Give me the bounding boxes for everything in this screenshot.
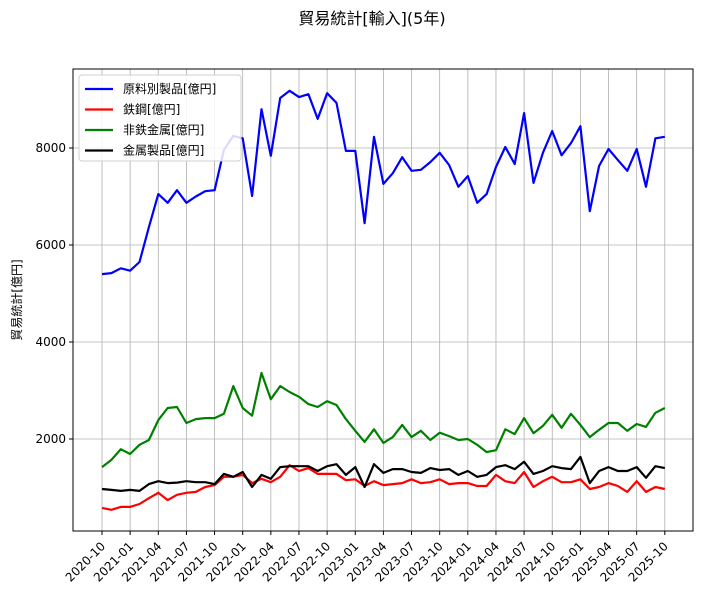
- series-line-3: [101, 455, 666, 492]
- data-series: [101, 89, 666, 511]
- legend: 原料別製品[億円] 鉄鋼[億円] 非鉄金属[億円] 金属製品[億円]: [78, 74, 242, 162]
- y-axis-label: 貿易統計[億円]: [9, 259, 24, 340]
- y-tick-label: 8000: [35, 141, 66, 155]
- legend-box: [78, 74, 242, 162]
- y-tick-label: 4000: [35, 335, 66, 349]
- gridlines: [73, 69, 693, 531]
- legend-label: 鉄鋼[億円]: [123, 102, 180, 117]
- series-line-0: [101, 89, 665, 276]
- series-line-2: [101, 371, 666, 468]
- plot-area: 2020-102021-012021-042021-072021-102022-…: [35, 68, 694, 585]
- y-tick-label: 2000: [35, 432, 66, 446]
- x-axis: 2020-102021-012021-042021-072021-102022-…: [63, 531, 671, 585]
- legend-label: 金属製品[億円]: [123, 143, 204, 158]
- chart-title: 貿易統計[輸入](5年): [298, 9, 445, 28]
- legend-label: 非鉄金属[億円]: [123, 122, 204, 137]
- y-axis: 2000 4000 6000 8000: [35, 141, 73, 446]
- legend-label: 原料別製品[億円]: [123, 82, 216, 96]
- y-tick-label: 6000: [35, 238, 66, 252]
- series-line-1: [101, 464, 666, 511]
